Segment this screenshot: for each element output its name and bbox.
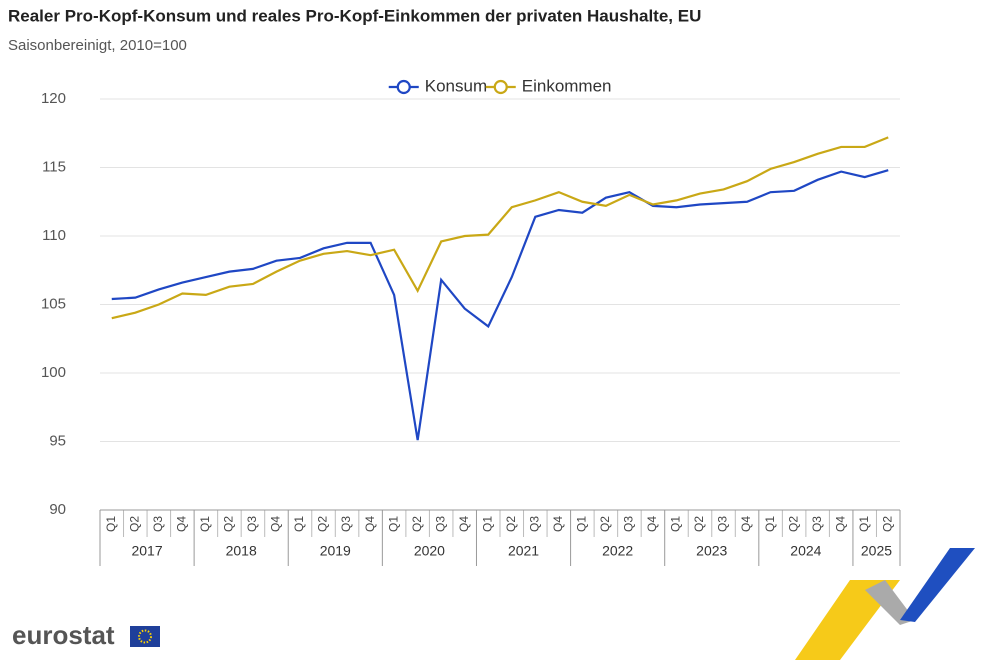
y-tick-label: 115 — [42, 158, 66, 175]
year-label: 2023 — [696, 543, 727, 559]
x-tick-label: Q2 — [786, 516, 800, 532]
legend-label: Einkommen — [522, 76, 612, 95]
y-tick-label: 100 — [41, 364, 66, 381]
year-label: 2025 — [861, 543, 892, 559]
x-tick-label: Q2 — [598, 516, 612, 532]
x-tick-label: Q2 — [127, 516, 141, 532]
x-tick-label: Q2 — [504, 516, 518, 532]
x-tick-label: Q1 — [292, 516, 306, 532]
y-tick-label: 90 — [49, 501, 66, 518]
y-tick-label: 120 — [41, 90, 66, 107]
x-tick-label: Q1 — [104, 516, 118, 532]
x-tick-label: Q4 — [645, 516, 659, 532]
y-tick-label: 105 — [41, 295, 66, 312]
x-tick-label: Q3 — [527, 516, 541, 532]
x-tick-label: Q4 — [363, 516, 377, 532]
logo-text: eurostat — [12, 620, 115, 650]
x-tick-label: Q1 — [669, 516, 683, 532]
x-tick-label: Q2 — [692, 516, 706, 532]
year-label: 2021 — [508, 543, 539, 559]
year-label: 2018 — [226, 543, 257, 559]
x-tick-label: Q3 — [433, 516, 447, 532]
x-tick-label: Q2 — [316, 516, 330, 532]
series-line — [111, 136, 889, 320]
x-tick-label: Q4 — [739, 516, 753, 532]
x-tick-label: Q3 — [151, 516, 165, 532]
x-tick-label: Q2 — [410, 516, 424, 532]
chart-title: Realer Pro-Kopf-Konsum und reales Pro-Ko… — [8, 6, 701, 25]
x-tick-label: Q4 — [457, 516, 471, 532]
x-tick-label: Q2 — [880, 516, 894, 532]
x-tick-label: Q3 — [716, 516, 730, 532]
eu-flag — [130, 626, 160, 647]
x-tick-label: Q3 — [245, 516, 259, 532]
x-tick-label: Q1 — [386, 516, 400, 532]
y-tick-label: 110 — [42, 227, 66, 244]
y-tick-label: 95 — [49, 432, 66, 449]
x-tick-label: Q3 — [810, 516, 824, 532]
logo-mark — [795, 548, 975, 660]
year-label: 2019 — [320, 543, 351, 559]
x-tick-label: Q3 — [339, 516, 353, 532]
legend-marker — [396, 79, 411, 95]
x-tick-label: Q1 — [857, 516, 871, 532]
x-tick-label: Q3 — [622, 516, 636, 532]
x-tick-label: Q1 — [575, 516, 589, 532]
x-tick-label: Q4 — [269, 516, 283, 532]
year-label: 2024 — [790, 543, 821, 559]
x-tick-label: Q1 — [763, 516, 777, 532]
series-line — [111, 169, 889, 441]
x-tick-label: Q4 — [175, 516, 189, 532]
legend-marker — [493, 79, 508, 95]
x-tick-label: Q1 — [198, 516, 212, 532]
x-tick-label: Q1 — [480, 516, 494, 532]
x-tick-label: Q2 — [222, 516, 236, 532]
x-tick-label: Q4 — [833, 516, 847, 532]
year-label: 2017 — [131, 543, 162, 559]
year-label: 2020 — [414, 543, 445, 559]
chart-subtitle: Saisonbereinigt, 2010=100 — [8, 37, 187, 54]
year-label: 2022 — [602, 543, 633, 559]
legend-label: Konsum — [425, 76, 487, 95]
x-tick-label: Q4 — [551, 516, 565, 532]
